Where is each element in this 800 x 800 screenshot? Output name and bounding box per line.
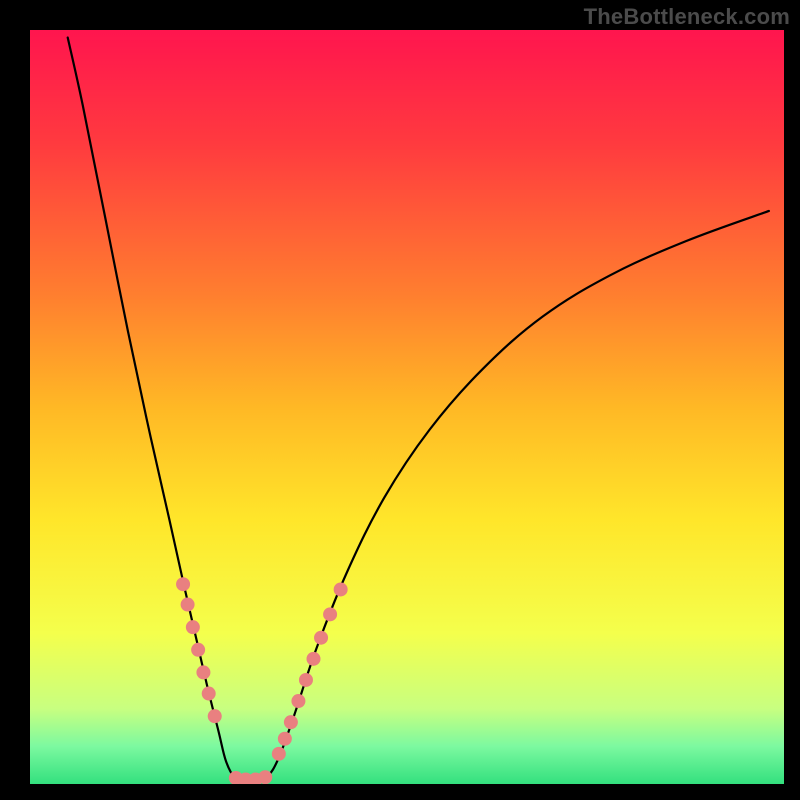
data-marker [176, 577, 190, 591]
data-marker [202, 687, 216, 701]
data-marker [186, 620, 200, 634]
data-marker [323, 607, 337, 621]
bottleneck-curve-plot [0, 0, 800, 800]
data-marker [284, 715, 298, 729]
chart-frame: TheBottleneck.com [0, 0, 800, 800]
data-marker [272, 747, 286, 761]
attribution-label: TheBottleneck.com [584, 4, 790, 30]
data-marker [208, 709, 222, 723]
data-marker [191, 643, 205, 657]
data-marker [307, 652, 321, 666]
data-marker [314, 631, 328, 645]
data-marker [258, 770, 272, 784]
data-marker [181, 598, 195, 612]
data-marker [334, 582, 348, 596]
data-marker [196, 665, 210, 679]
data-marker [291, 694, 305, 708]
data-marker [278, 732, 292, 746]
data-marker [299, 673, 313, 687]
